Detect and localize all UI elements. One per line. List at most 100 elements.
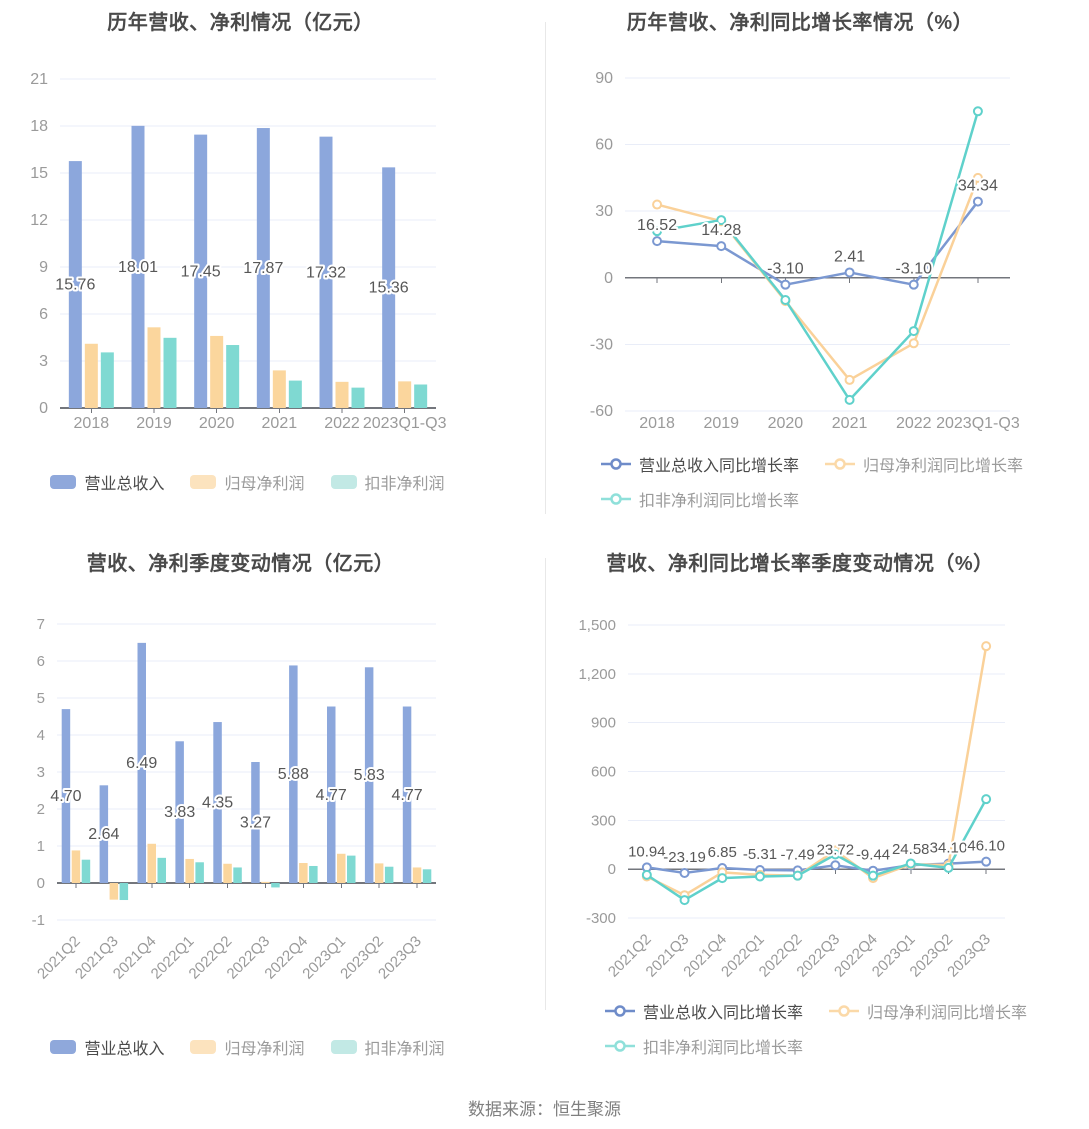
revenue-growth-point[interactable] [981,856,992,867]
legend-item-revenue-growth[interactable]: 营业总收入同比增长率 [601,452,799,476]
revenue-growth-point[interactable] [652,236,663,247]
legend-item-net-profit-growth[interactable]: 归母净利润同比增长率 [825,452,1023,476]
y-axis-tick-label: 0 [604,270,613,287]
deducted-net-profit-bar[interactable] [288,380,302,408]
net-profit-growth-point[interactable] [981,641,992,652]
revenue-bar[interactable] [213,722,222,883]
legend-item-net-profit[interactable]: 归母净利润 [190,470,305,494]
revenue-growth-point[interactable] [830,860,841,871]
deducted-net-profit-growth-point[interactable] [792,870,803,881]
net-profit-bar[interactable] [210,335,224,408]
deducted-net-profit-bar[interactable] [347,855,356,883]
deducted-net-profit-bar[interactable] [384,866,394,883]
net-profit-bar[interactable] [223,863,232,883]
deducted-net-profit-bar[interactable] [233,867,242,883]
deducted-net-profit-growth-point[interactable] [908,326,919,337]
deducted-net-profit-growth-point[interactable] [780,295,791,305]
legend-item-net-profit[interactable]: 归母净利润 [190,1035,305,1059]
net-profit-bar[interactable] [84,343,98,408]
net-profit-bar[interactable] [272,370,286,408]
data-value-label: 17.45 [181,263,221,280]
net-profit-bar[interactable] [335,381,349,408]
deducted-net-profit-growth-point[interactable] [981,794,992,805]
net-profit-legend-swatch-icon [190,475,217,489]
net-profit-bar[interactable] [71,850,81,883]
revenue-bar[interactable] [175,741,184,883]
revenue-growth-point[interactable] [780,279,791,290]
revenue-bar[interactable] [327,706,336,883]
legend-item-net-profit-growth[interactable]: 归母净利润同比增长率 [829,999,1027,1023]
net-profit-bar[interactable] [261,881,270,883]
net-profit-bar[interactable] [412,867,422,883]
legend-annual-revenue-profit: 营业总收入 归母净利润 扣非净利润 [0,470,495,494]
deducted-net-profit-bar[interactable] [351,387,365,408]
legend-item-deducted-net-profit[interactable]: 扣非净利润 [330,1035,445,1059]
panel-divider-top [545,22,546,514]
deducted-net-profit-growth-point[interactable] [716,215,727,226]
deducted-net-profit-bar[interactable] [195,862,204,883]
deducted-net-profit-growth-point[interactable] [652,226,663,237]
y-axis-tick-label: 18 [30,118,48,135]
net-profit-bar[interactable] [337,853,346,883]
deducted-net-profit-growth-point[interactable] [641,869,652,880]
y-axis-tick-label: 300 [591,812,616,829]
deducted-net-profit-growth-point[interactable] [972,106,983,117]
deducted-net-profit-bar[interactable] [81,859,91,883]
legend-item-revenue-growth[interactable]: 营业总收入同比增长率 [605,999,803,1023]
net-profit-bar[interactable] [299,863,308,883]
revenue-bar[interactable] [382,167,396,408]
revenue-growth-point[interactable] [844,267,855,278]
deducted-net-profit-growth-point[interactable] [943,862,954,873]
deducted-net-profit-bar[interactable] [271,883,280,888]
legend-item-deducted-net-profit[interactable]: 扣非净利润 [330,470,445,494]
revenue-bar[interactable] [402,706,412,883]
net-profit-bar[interactable] [374,863,384,883]
net-profit-bar[interactable] [109,883,119,900]
deducted-net-profit-bar[interactable] [163,337,177,408]
net-profit-growth-point[interactable] [652,199,663,210]
deducted-net-profit-bar[interactable] [226,345,240,408]
revenue-bar[interactable] [289,665,298,883]
deducted-net-profit-growth-point[interactable] [868,870,879,881]
deducted-net-profit-growth-point[interactable] [717,873,728,884]
revenue-bar[interactable] [68,161,82,408]
deducted-net-profit-bar[interactable] [119,883,129,901]
y-axis-tick-label: -1 [32,912,45,929]
net-profit-growth-point[interactable] [972,172,983,183]
revenue-growth-point[interactable] [972,196,983,207]
deducted-net-profit-bar[interactable] [414,384,428,409]
revenue-bar[interactable] [364,667,374,883]
deducted-net-profit-growth-point[interactable] [679,895,690,906]
net-profit-growth-line [655,176,980,382]
net-profit-bar[interactable] [185,858,194,883]
deducted-net-profit-bar[interactable] [100,352,114,408]
revenue-bar[interactable] [256,128,270,408]
deducted-net-profit-growth-point[interactable] [844,394,855,405]
revenue-bar[interactable] [319,136,333,409]
legend-item-deducted-net-profit-growth[interactable]: 扣非净利润同比增长率 [601,487,799,511]
revenue-bar[interactable] [61,709,71,883]
net-profit-growth-point[interactable] [844,374,855,385]
net-profit-bar[interactable] [147,843,157,883]
revenue-bar[interactable] [194,134,208,408]
net-profit-bar[interactable] [147,327,161,408]
net-profit-bar[interactable] [398,381,412,408]
legend-item-revenue[interactable]: 营业总收入 [50,1035,164,1059]
legend-item-deducted-net-profit-growth[interactable]: 扣非净利润同比增长率 [605,1034,803,1058]
revenue-bar[interactable] [251,762,260,883]
deducted-net-profit-bar[interactable] [309,865,318,883]
revenue-bar[interactable] [99,785,109,883]
net-profit-growth-point[interactable] [908,338,919,349]
deducted-net-profit-growth-point[interactable] [905,858,916,869]
revenue-growth-point[interactable] [716,241,727,252]
deducted-net-profit-bar[interactable] [422,869,432,883]
deducted-net-profit-growth-point[interactable] [830,849,841,860]
quarterly-growth-rate-chart: -30003006009001,2001,5002021Q22021Q32021… [578,617,1006,981]
deducted-net-profit-bar[interactable] [157,857,167,883]
legend-item-revenue[interactable]: 营业总收入 [50,470,164,494]
revenue-growth-point[interactable] [908,279,919,290]
revenue-growth-point[interactable] [679,867,690,878]
revenue-bar[interactable] [137,642,147,883]
deducted-net-profit-growth-point[interactable] [754,871,765,882]
revenue-bar[interactable] [131,125,145,409]
